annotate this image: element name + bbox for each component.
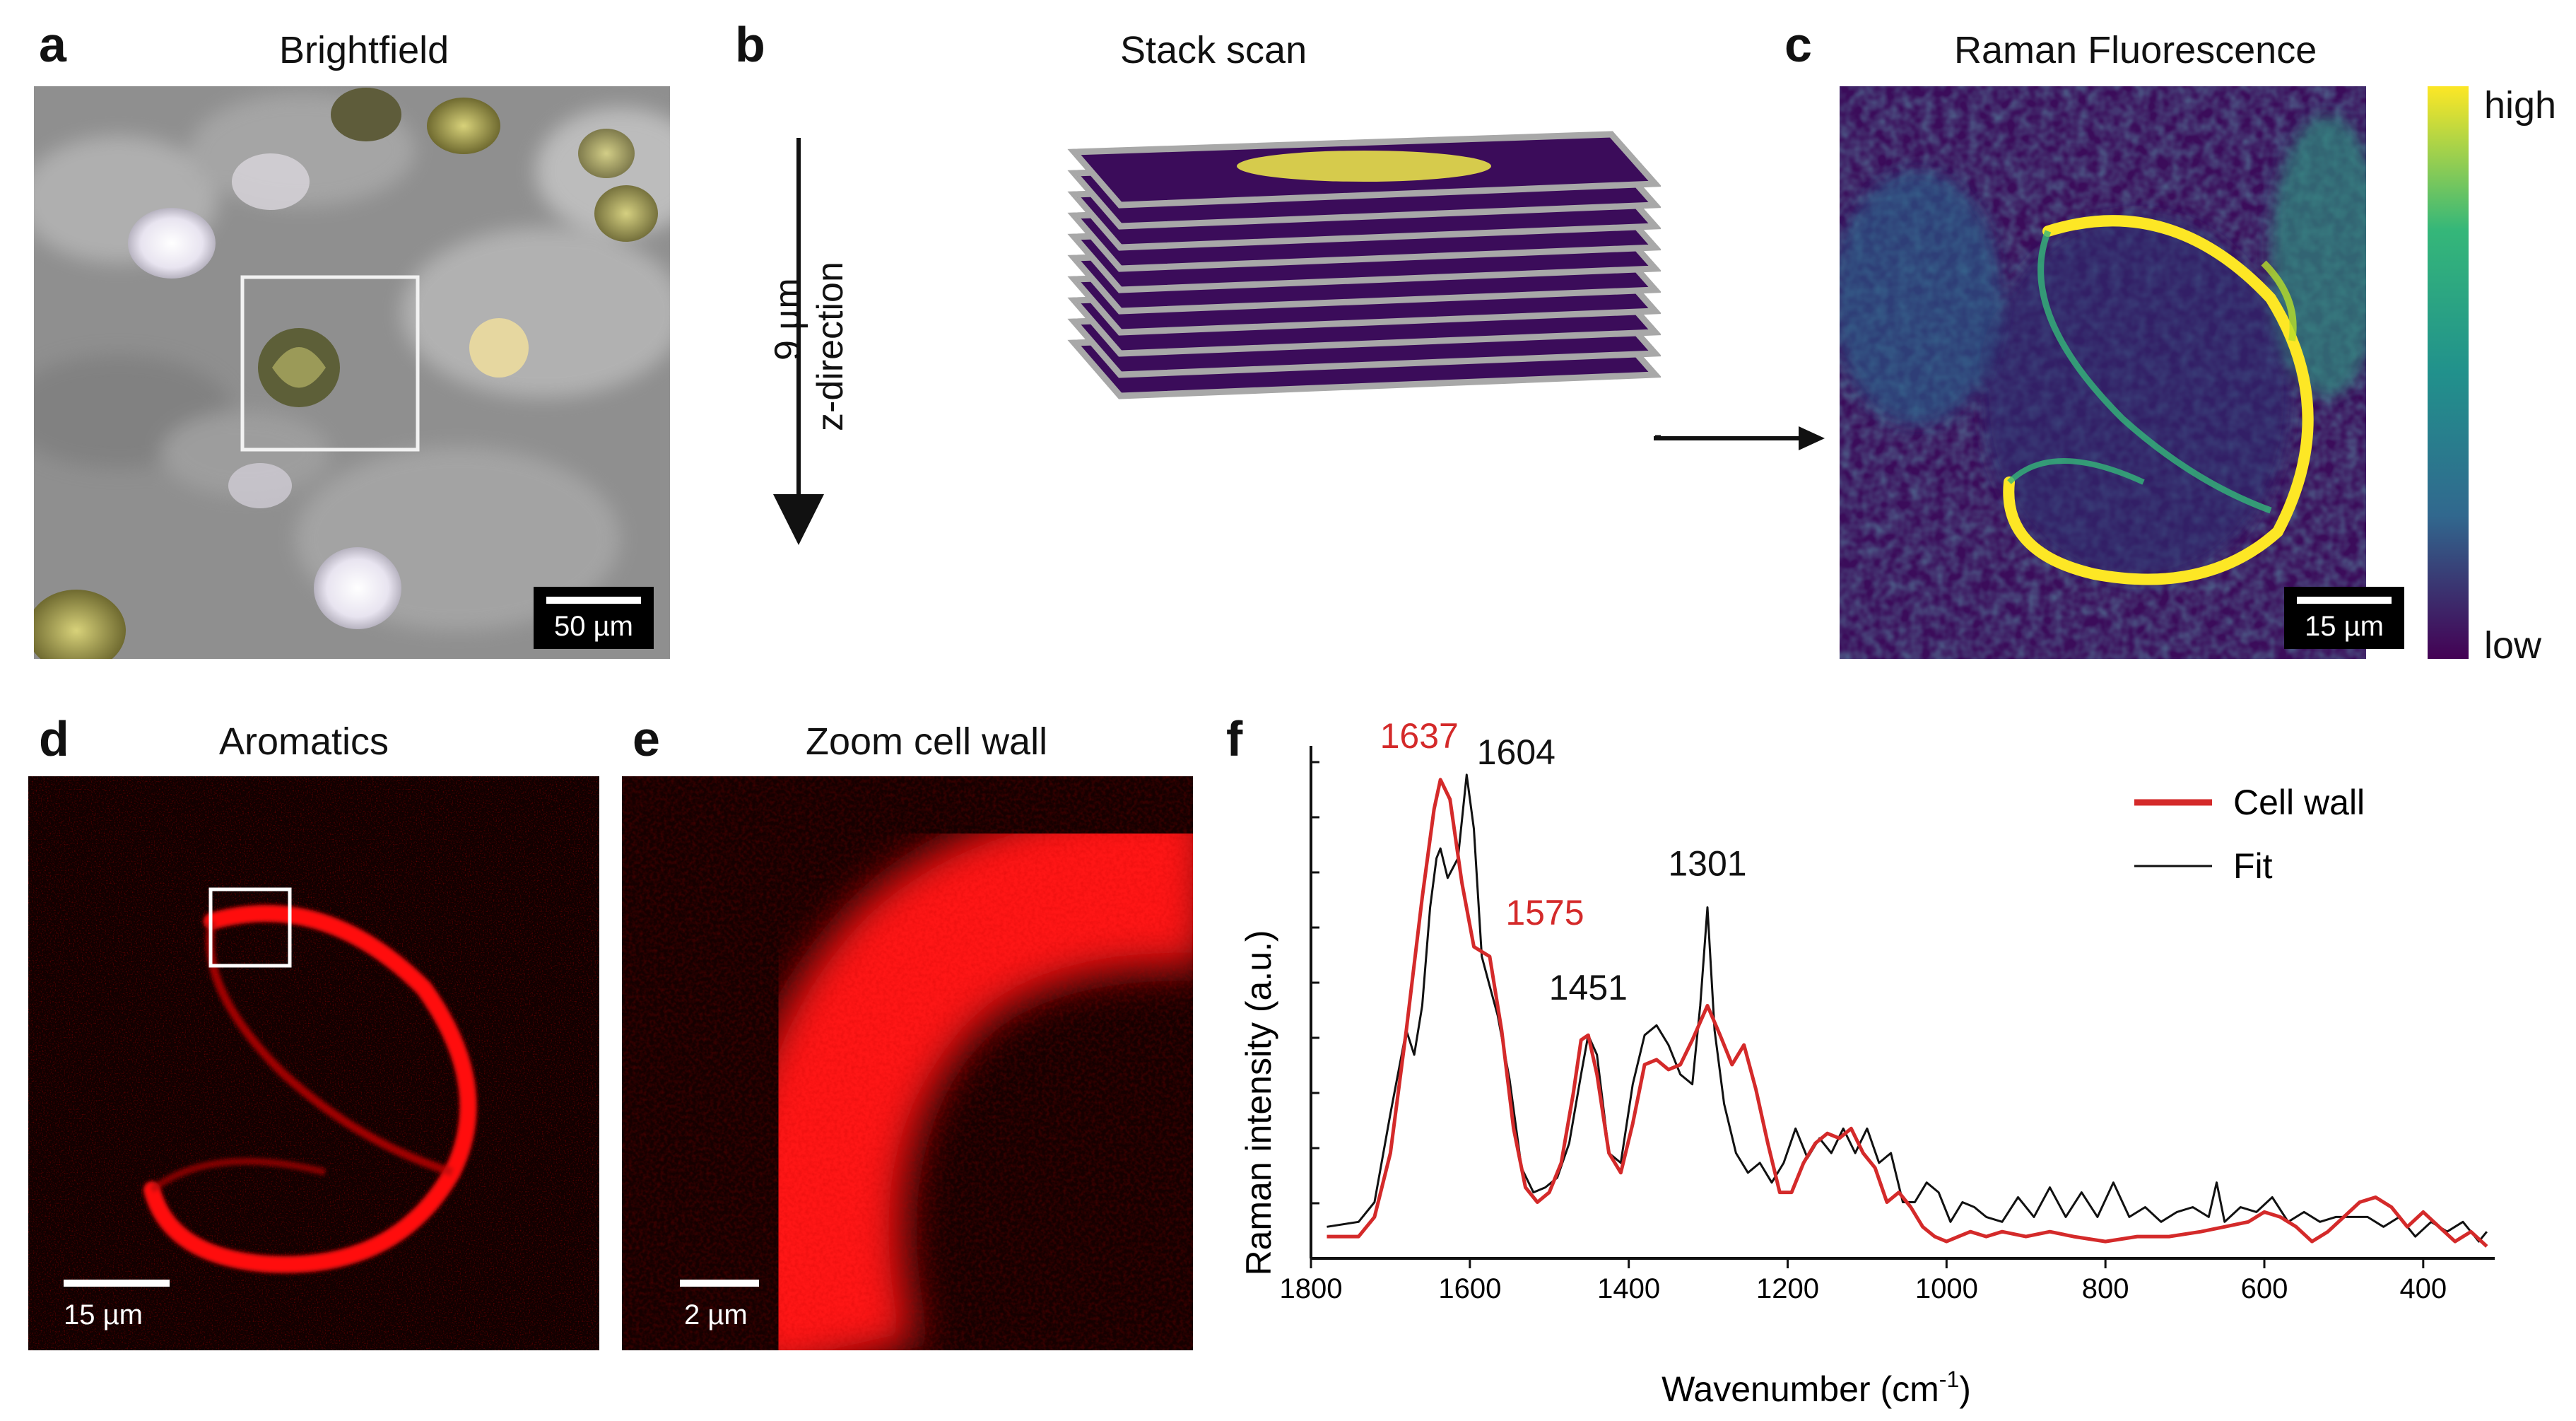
panel-letter-a: a xyxy=(39,17,66,72)
arrow-to-panel-c xyxy=(1654,426,1825,450)
x-axis-label-end: ) xyxy=(1959,1369,1971,1409)
panel-title-zoom-cell-wall: Zoom cell wall xyxy=(806,720,1048,763)
zoom-cell-wall-image: 2 µm xyxy=(622,776,1193,1350)
peak-label: 1637 xyxy=(1380,716,1459,756)
colorbar xyxy=(2428,86,2469,659)
scalebar-a: 50 µm xyxy=(534,587,654,649)
x-tick-label: 1000 xyxy=(1915,1273,1978,1304)
colorbar-low-label: low xyxy=(2484,624,2542,667)
depth-label: 9 µm xyxy=(767,278,808,361)
aromatics-image: 15 µm xyxy=(28,776,599,1350)
scalebar-c: 15 µm xyxy=(2284,587,2404,649)
series-line-cell-wall xyxy=(1327,778,2488,1248)
panel-title-raman-fluorescence: Raman Fluorescence xyxy=(1954,29,2317,71)
scalebar-c-label: 15 µm xyxy=(2305,611,2384,642)
stack-layer-signal xyxy=(1237,151,1491,182)
brightfield-image xyxy=(34,86,670,659)
x-tick-label: 800 xyxy=(2082,1273,2129,1304)
panel-letter-b: b xyxy=(735,17,765,72)
peak-label: 1604 xyxy=(1477,732,1555,772)
x-axis-label-sup: -1 xyxy=(1939,1367,1959,1392)
legend-label: Fit xyxy=(2233,846,2273,886)
x-axis-label: Wavenumber (cm-1) xyxy=(1662,1367,1971,1409)
panel-title-stack-scan: Stack scan xyxy=(1120,29,1307,71)
peak-label: 1575 xyxy=(1505,893,1584,932)
x-tick-label: 1600 xyxy=(1438,1273,1501,1304)
stack-scan-diagram: 9 µm z-direction xyxy=(728,92,1696,693)
panel-title-brightfield: Brightfield xyxy=(279,29,449,71)
panel-letter-d: d xyxy=(39,711,69,766)
z-direction-label: z-direction xyxy=(810,262,851,431)
raman-fluorescence-image xyxy=(1840,86,2366,659)
scalebar-e-line xyxy=(680,1280,759,1287)
x-tick-label: 1400 xyxy=(1597,1273,1660,1304)
panel-letter-f: f xyxy=(1226,711,1243,766)
scalebar-c-line xyxy=(2297,597,2392,604)
scalebar-d-line xyxy=(64,1280,170,1287)
panel-letter-c: c xyxy=(1784,17,1812,72)
scalebar-e-label: 2 µm xyxy=(684,1299,748,1331)
x-tick-label: 600 xyxy=(2241,1273,2288,1304)
series-line-fit xyxy=(1327,773,2488,1243)
colorbar-high-label: high xyxy=(2484,84,2557,127)
panel-title-aromatics: Aromatics xyxy=(219,720,389,763)
peak-label: 1301 xyxy=(1668,844,1746,884)
scalebar-a-line xyxy=(546,597,641,604)
scalebar-d-label: 15 µm xyxy=(64,1299,143,1331)
legend-label: Cell wall xyxy=(2233,783,2365,822)
scalebar-a-label: 50 µm xyxy=(554,611,633,642)
x-tick-label: 400 xyxy=(2399,1273,2447,1304)
raman-spectrum-chart: 1800 1600 1400 1200 1000 800 600 400 1637 1604 15… xyxy=(1239,716,2495,1409)
x-tick-label: 1200 xyxy=(1756,1273,1819,1304)
peak-label: 1451 xyxy=(1549,968,1628,1007)
panel-letter-e: e xyxy=(633,711,660,766)
x-tick-label: 1800 xyxy=(1280,1273,1343,1304)
y-axis-label: Raman intensity (a.u.) xyxy=(1239,930,1278,1275)
x-axis-label-main: Wavenumber (cm xyxy=(1662,1369,1939,1409)
